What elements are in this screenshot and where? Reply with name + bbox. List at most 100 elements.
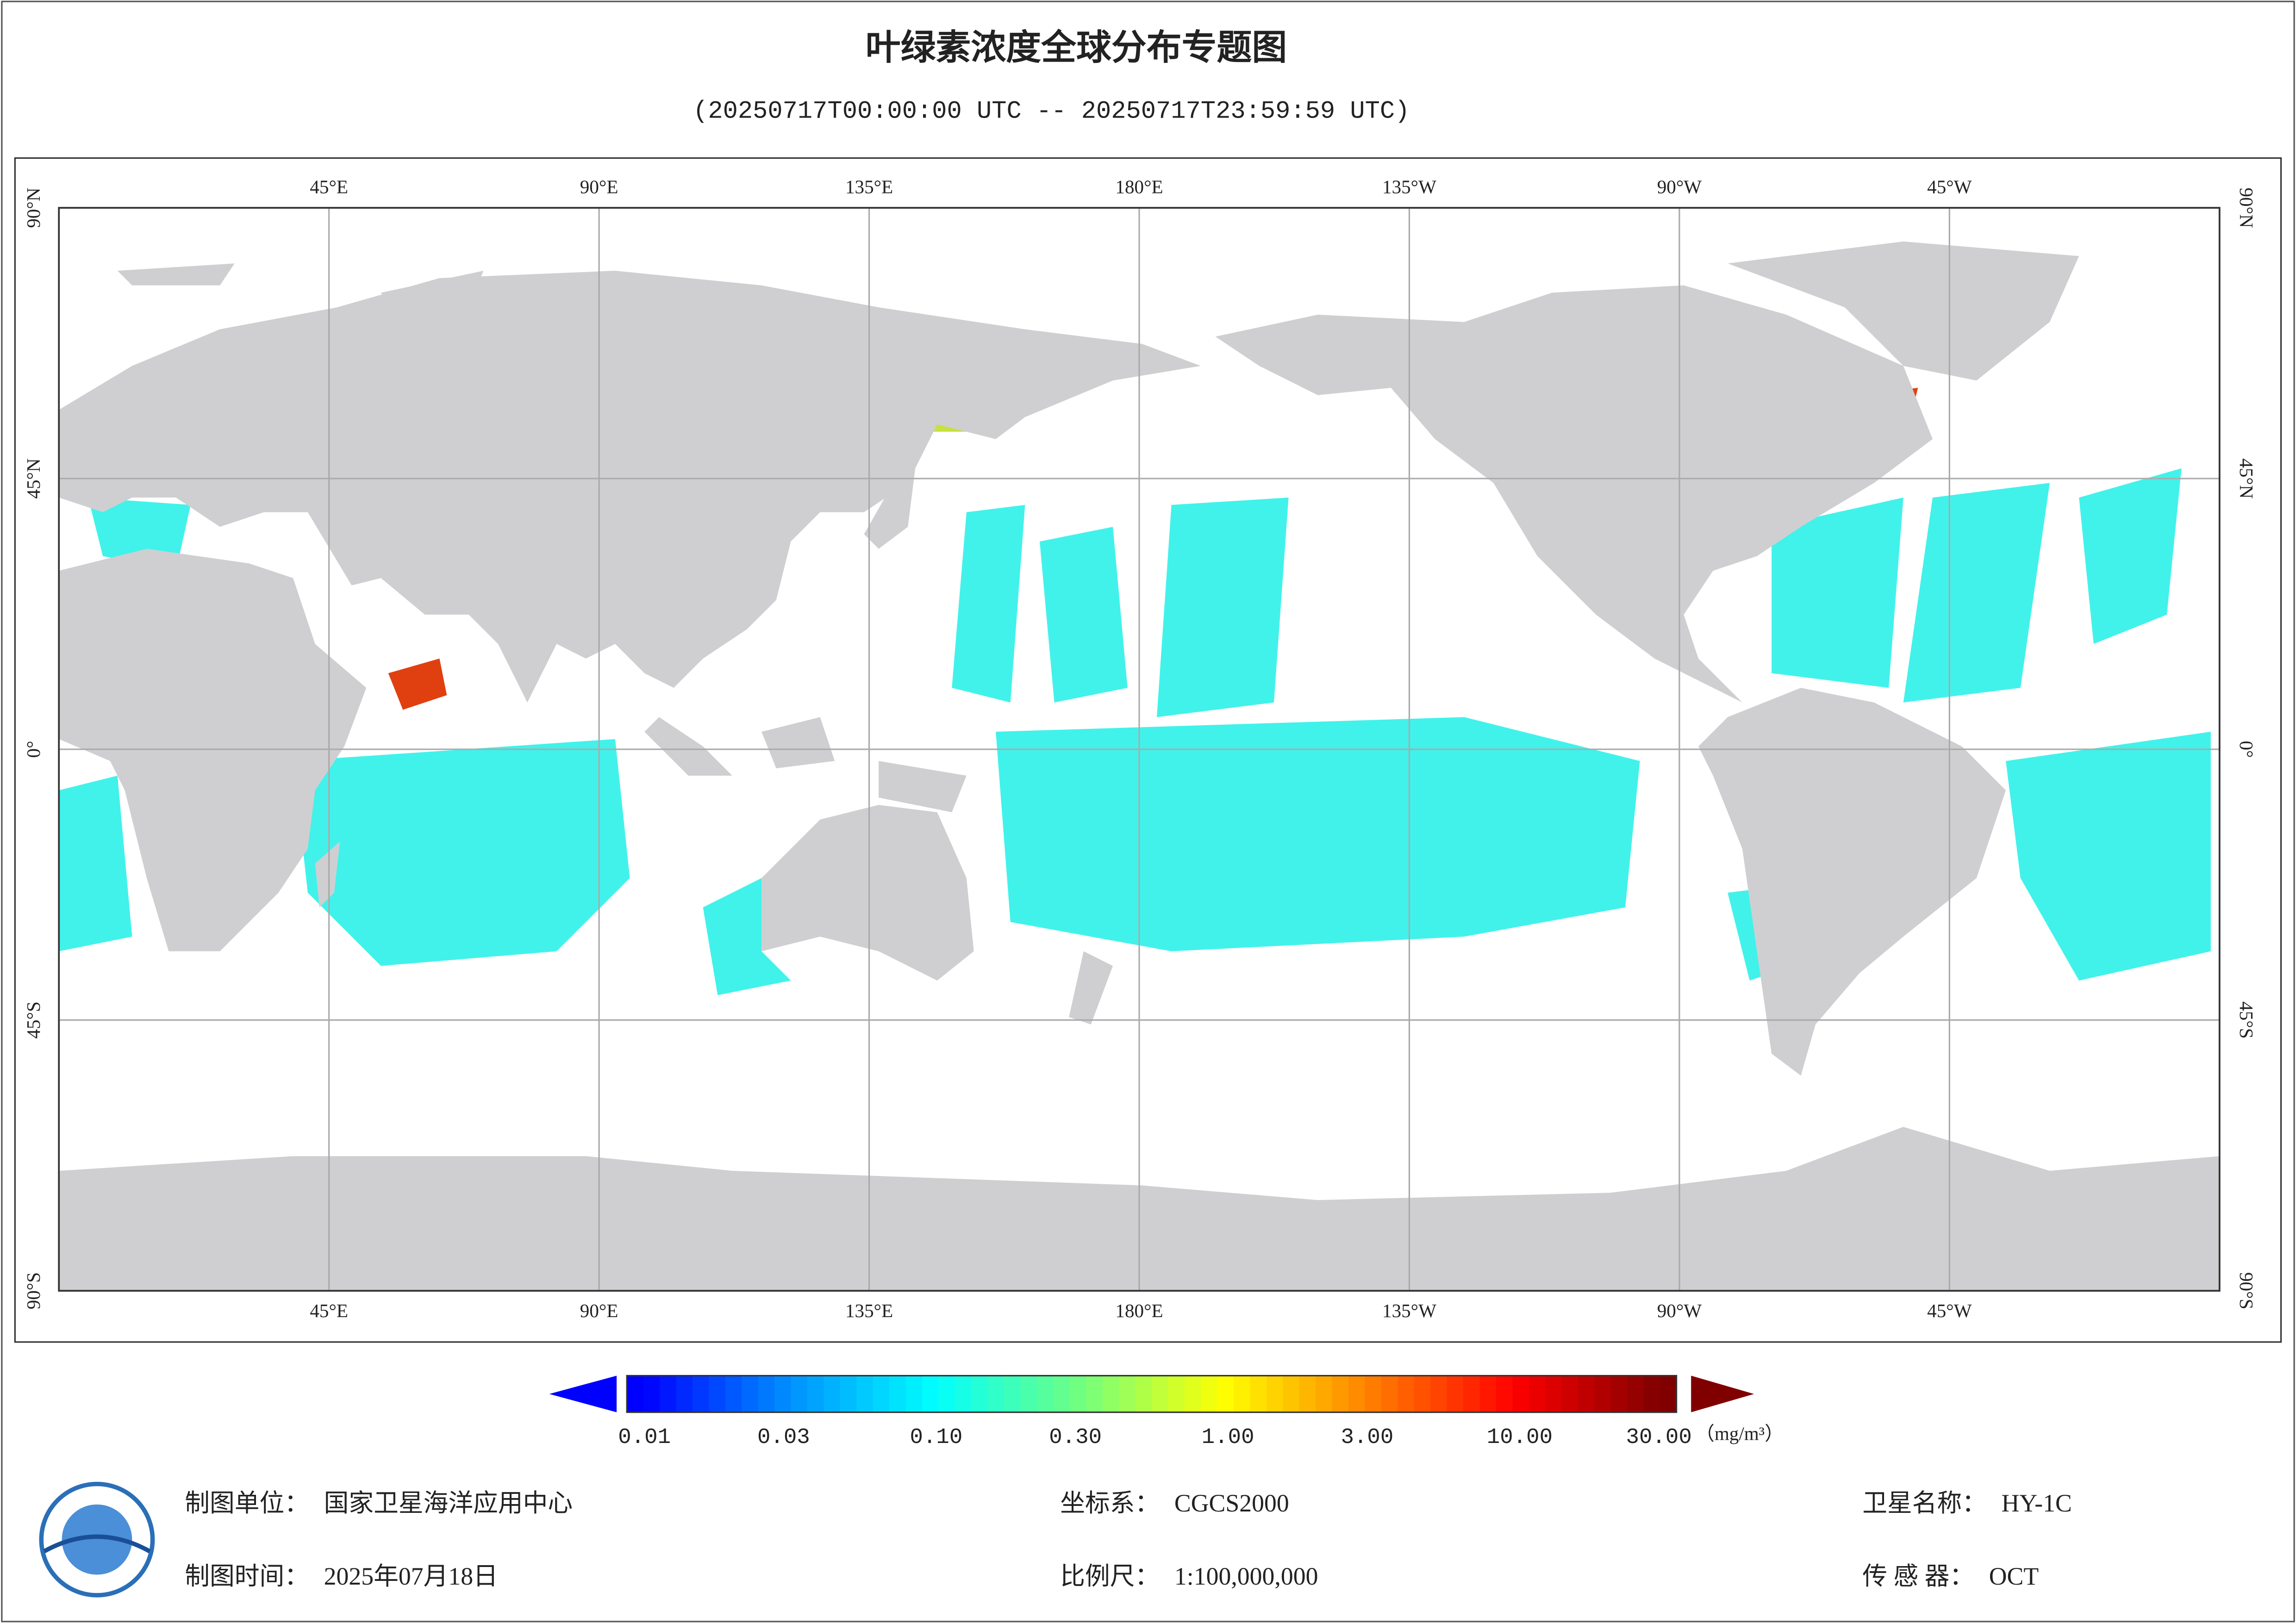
colorbar-segment xyxy=(627,1375,644,1412)
footer-label: 传 感 器： xyxy=(1862,1562,1974,1590)
footer-value: HY-1C xyxy=(2002,1489,2072,1517)
madagascar xyxy=(315,841,340,908)
colorbar-segment xyxy=(987,1375,1005,1412)
colorbar-segment xyxy=(1610,1375,1628,1412)
colorbar-segment xyxy=(840,1375,857,1412)
colorbar-segment xyxy=(1578,1375,1595,1412)
colorbar-segment xyxy=(1151,1375,1169,1412)
colorbar-segment xyxy=(643,1375,661,1412)
patch xyxy=(293,739,630,966)
eurasia xyxy=(59,271,1201,703)
colorbar-segment xyxy=(856,1375,873,1412)
colorbar-unit: （mg/m³） xyxy=(1696,1423,1784,1444)
footer-value: 1:100,000,000 xyxy=(1174,1562,1318,1590)
colorbar-segment xyxy=(709,1375,726,1412)
colorbar-segment xyxy=(1283,1375,1300,1412)
colorbar-tick-label: 0.10 xyxy=(910,1425,963,1450)
colorbar-segment xyxy=(1217,1375,1235,1412)
y-tick-label-left: 45°S xyxy=(23,1001,44,1038)
colorbar-segment xyxy=(676,1375,693,1412)
colorbar-segment xyxy=(1266,1375,1284,1412)
footer-item: 坐标系： CGCS2000 xyxy=(1060,1489,1289,1517)
colorbar-segment xyxy=(1201,1375,1218,1412)
x-tick-label-bottom: 180°E xyxy=(1115,1300,1163,1321)
logo-globe xyxy=(62,1504,132,1575)
map xyxy=(58,207,2221,1292)
colorbar-under-arrow xyxy=(549,1375,617,1412)
y-tick-label-left: 0° xyxy=(23,741,44,758)
colorbar-segment xyxy=(1184,1375,1202,1412)
footer-value: 2025年07月18日 xyxy=(324,1562,498,1590)
colorbar-segment xyxy=(1332,1375,1349,1412)
colorbar-segment xyxy=(955,1375,972,1412)
y-tick-label-left: 45°N xyxy=(23,458,44,498)
colorbar-segment xyxy=(1561,1375,1579,1412)
colorbar-segment xyxy=(1348,1375,1366,1412)
x-tick-label-bottom: 45°E xyxy=(310,1300,348,1321)
x-tick-label-top: 45°W xyxy=(1927,176,1972,197)
colorbar-tick-label: 30.00 xyxy=(1626,1425,1691,1450)
colorbar-tick-label: 10.00 xyxy=(1487,1425,1553,1450)
x-tick-label-top: 135°E xyxy=(845,176,893,197)
x-tick-label-top: 90°E xyxy=(580,176,618,197)
colorbar-segment xyxy=(742,1375,759,1412)
new-zealand xyxy=(1069,951,1113,1025)
footer-item: 传 感 器： OCT xyxy=(1862,1562,2039,1590)
colorbar-segment xyxy=(1135,1375,1153,1412)
x-tick-label-bottom: 45°W xyxy=(1927,1300,1972,1321)
colorbar-segment xyxy=(1316,1375,1333,1412)
patch xyxy=(952,497,1289,717)
footer-label: 制图单位： xyxy=(185,1489,309,1517)
x-tick-label-bottom: 135°W xyxy=(1382,1300,1436,1321)
y-tick-label-right: 45°N xyxy=(2236,458,2257,498)
colorbar-segment xyxy=(1398,1375,1415,1412)
colorbar-tick-label: 1.00 xyxy=(1202,1425,1254,1450)
colorbar-segment xyxy=(1447,1375,1464,1412)
colorbar-segment xyxy=(692,1375,710,1412)
colorbar-segment xyxy=(1365,1375,1382,1412)
colorbar-segment xyxy=(1004,1375,1021,1412)
colorbar-segment xyxy=(807,1375,824,1412)
colorbar-segment xyxy=(1512,1375,1530,1412)
colorbar-segment xyxy=(1529,1375,1546,1412)
x-tick-label-top: 45°E xyxy=(310,176,348,197)
colorbar-segment xyxy=(824,1375,841,1412)
y-tick-label-left: 90°S xyxy=(23,1272,44,1309)
logo-wave xyxy=(43,1534,151,1554)
colorbar-segment xyxy=(1102,1375,1120,1412)
footer-label: 卫星名称： xyxy=(1862,1489,1987,1517)
footer-item: 卫星名称： HY-1C xyxy=(1862,1489,2072,1517)
colorbar-segment xyxy=(1069,1375,1087,1412)
title: 叶绿素浓度全球分布专题图 xyxy=(866,27,1287,68)
colorbar-segment xyxy=(660,1375,677,1412)
colorbar-segment xyxy=(758,1375,775,1412)
south-america xyxy=(1698,688,2006,1076)
footer-value: 国家卫星海洋应用中心 xyxy=(324,1489,573,1517)
colorbar-segment xyxy=(938,1375,956,1412)
x-tick-label-bottom: 90°E xyxy=(580,1300,618,1321)
colorbar-segment xyxy=(1168,1375,1185,1412)
colorbar-segment xyxy=(889,1375,906,1412)
colorbar-segment xyxy=(1053,1375,1071,1412)
colorbar-segment xyxy=(1250,1375,1267,1412)
colorbar-segment xyxy=(1086,1375,1103,1412)
colorbar-tick-label: 0.03 xyxy=(757,1425,810,1450)
colorbar-segment xyxy=(1119,1375,1136,1412)
x-tick-label-bottom: 135°E xyxy=(845,1300,893,1321)
y-tick-label-right: 45°S xyxy=(2236,1001,2257,1038)
colorbar-segment xyxy=(1234,1375,1251,1412)
colorbar-frame xyxy=(626,1374,1678,1413)
x-tick-label-top: 90°W xyxy=(1657,176,1702,197)
footer-label: 比例尺： xyxy=(1060,1562,1160,1590)
australia xyxy=(761,805,974,981)
colorbar-segment xyxy=(1594,1375,1612,1412)
map-frame xyxy=(58,207,2221,1292)
footer-label: 坐标系： xyxy=(1060,1489,1160,1517)
x-tick-label-top: 180°E xyxy=(1115,176,1163,197)
colorbar-segment xyxy=(1430,1375,1447,1412)
logo xyxy=(39,1481,155,1598)
colorbar-segment xyxy=(1414,1375,1431,1412)
map-outer-frame xyxy=(14,157,2282,1343)
colorbar-segment xyxy=(922,1375,939,1412)
